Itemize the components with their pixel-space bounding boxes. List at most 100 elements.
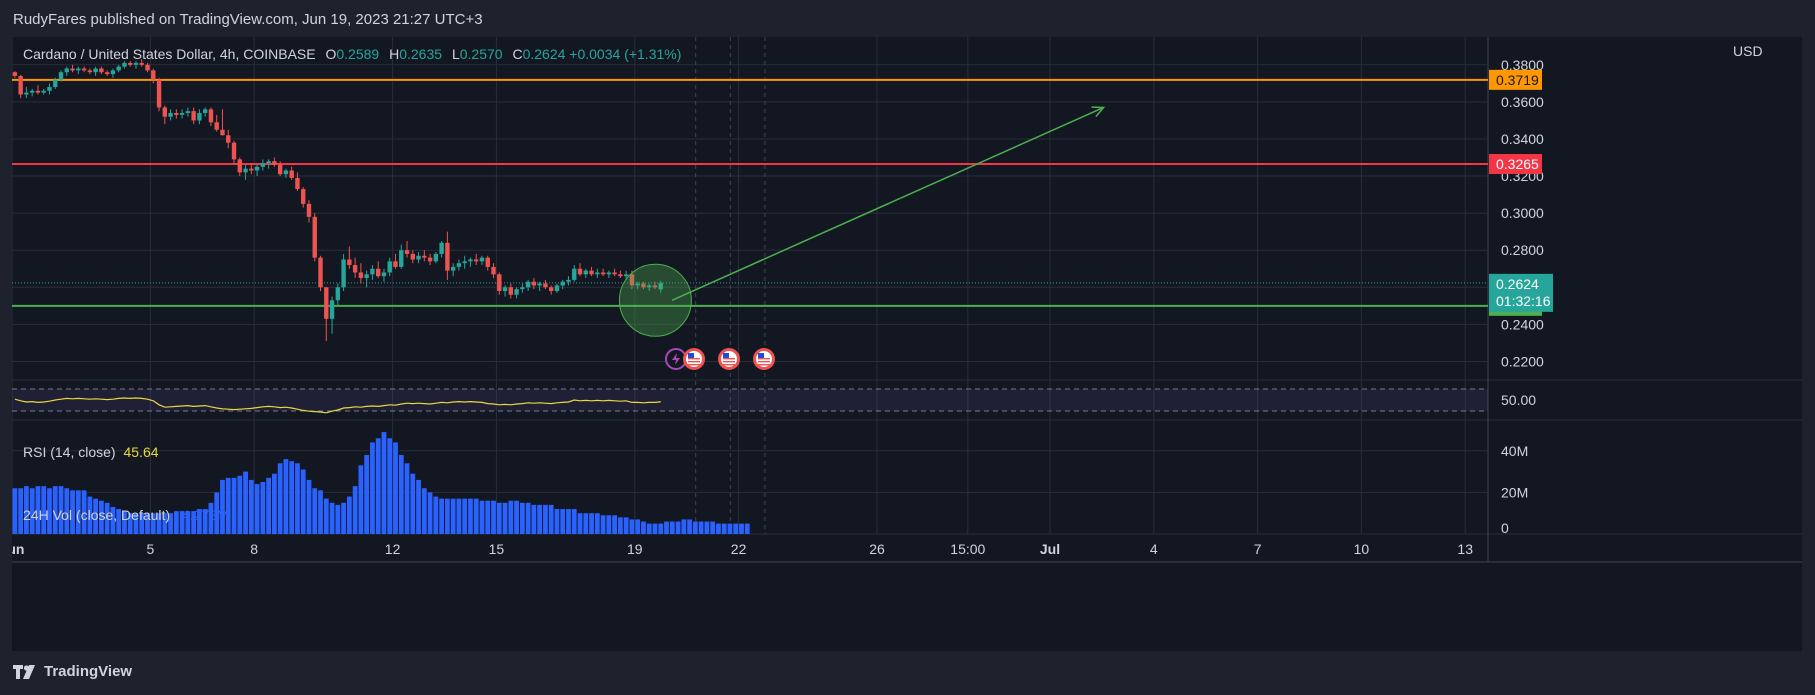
candle-body — [352, 265, 358, 273]
rsi-legend[interactable]: RSI (14, close) 45.64 — [23, 444, 159, 460]
open-value: 0.2589 — [336, 46, 380, 62]
candle-body — [197, 113, 202, 121]
candle-body — [237, 159, 242, 173]
volume-bar — [641, 521, 646, 534]
close-value: 0.2624 — [522, 46, 566, 62]
projection-arrow-head — [1091, 106, 1106, 118]
volume-legend[interactable]: 24H Vol (close, Default) 4.278M — [23, 507, 229, 523]
volume-name: 24H Vol (close, Default) — [23, 507, 171, 523]
volume-bar — [623, 517, 629, 534]
volume-bar — [116, 509, 122, 534]
time-tick-label: 7 — [1254, 541, 1262, 557]
volume-bar — [687, 519, 692, 534]
volume-bar — [543, 504, 548, 534]
candle-body — [318, 257, 323, 288]
volume-bar — [300, 469, 306, 534]
tradingview-logo-icon — [13, 664, 35, 679]
time-axis[interactable]: Jun 5 8 12 15 19 22 26 15:00 Jul 4 7 10 13 — [12, 541, 1473, 557]
candle-body — [260, 163, 266, 167]
tradingview-logo[interactable]: TradingView — [13, 663, 132, 680]
chart-canvas[interactable]: 0.22000.24000.26000.28000.30000.32000.34… — [12, 37, 1802, 651]
volume-bar — [589, 513, 594, 534]
volume-bar — [52, 486, 58, 534]
low-value: 0.2570 — [459, 46, 503, 62]
drawing-annotations[interactable] — [618, 106, 1106, 370]
horizontal-levels[interactable] — [12, 78, 1488, 307]
volume-bar — [427, 492, 433, 534]
candle-body — [324, 287, 329, 319]
volume-bar — [231, 477, 237, 534]
candle-body — [41, 90, 46, 93]
open-label: O — [325, 46, 337, 62]
candle-body — [202, 109, 208, 114]
candle-body — [312, 216, 317, 258]
candle-body — [445, 242, 450, 271]
volume-bar — [560, 509, 566, 534]
volume-bar — [283, 459, 289, 534]
candle-body — [272, 161, 277, 165]
candle-body — [185, 111, 191, 114]
bar-countdown-label: 01:32:16 — [1496, 293, 1551, 309]
candle-body — [58, 72, 64, 80]
currency-label[interactable]: USD — [1733, 43, 1763, 59]
time-tick-label: 5 — [147, 541, 155, 557]
candle-body — [104, 72, 110, 75]
volume-bar — [468, 498, 473, 534]
time-tick-label: Jul — [1040, 541, 1060, 557]
close-label: C — [512, 46, 523, 62]
candle-body — [128, 62, 133, 65]
volume-bar — [566, 509, 571, 534]
candle-body — [612, 272, 617, 275]
volume-bar — [387, 438, 393, 534]
price-tick-label: 0.3000 — [1501, 205, 1544, 221]
volume-bar — [531, 504, 537, 534]
volume-bar — [329, 502, 335, 534]
candle-body — [179, 113, 185, 115]
candle-body — [306, 203, 312, 217]
volume-bar — [127, 513, 133, 534]
volume-bar — [577, 513, 583, 534]
volume-bar — [612, 515, 617, 534]
candle-body — [600, 272, 606, 275]
volume-bar — [47, 488, 52, 534]
volume-bar — [289, 461, 295, 534]
candle-body — [99, 68, 104, 73]
volume-bar — [18, 488, 24, 534]
volume-bar — [99, 500, 104, 534]
symbol-legend[interactable]: Cardano / United States Dollar, 4h, COIN… — [23, 46, 681, 62]
volume-bar — [548, 504, 554, 534]
volume-bar — [473, 498, 479, 534]
volume-bar — [162, 513, 168, 534]
volume-bar — [393, 442, 398, 534]
candle-body — [174, 113, 179, 115]
candle-body — [35, 90, 41, 93]
volume-bar — [496, 502, 502, 534]
volume-bar — [70, 490, 75, 534]
volume-bar — [410, 473, 416, 534]
time-tick-label: 19 — [627, 541, 643, 557]
volume-bar — [318, 490, 323, 534]
candle-body — [531, 281, 537, 286]
footer-bar — [0, 651, 1815, 695]
candle-body — [381, 272, 387, 277]
volume-tick-label: 0 — [1501, 520, 1509, 536]
time-tick-label: 26 — [869, 541, 885, 557]
volume-bar — [381, 432, 387, 534]
candle-body — [214, 122, 219, 130]
time-tick-label: 13 — [1457, 541, 1473, 557]
candle-body — [81, 68, 87, 71]
change-value: +0.0034 (+1.31%) — [569, 46, 682, 62]
volume-bar — [450, 498, 456, 534]
volume-bar — [248, 479, 254, 534]
volume-bar — [600, 515, 606, 534]
candle-body — [629, 274, 635, 286]
volume-bar — [323, 498, 329, 534]
projection-arrow-line — [671, 106, 1104, 301]
price-axis[interactable]: 0.22000.24000.26000.28000.30000.32000.34… — [1489, 57, 1553, 536]
volume-bar — [433, 496, 439, 534]
candle-body — [566, 279, 571, 282]
volume-bar — [122, 511, 127, 534]
us-flag-event-icon — [753, 348, 775, 370]
rsi-name: RSI (14, close) — [23, 444, 116, 460]
rsi-pane — [12, 388, 1488, 414]
